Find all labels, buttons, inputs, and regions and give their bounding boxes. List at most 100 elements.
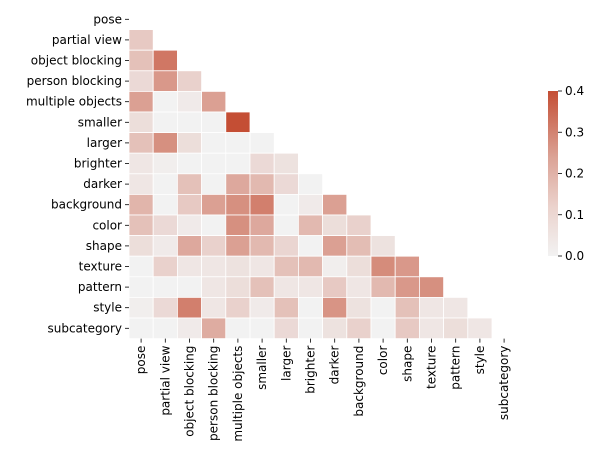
x-tick-label: color [376, 346, 390, 376]
heatmap-cell [176, 91, 202, 113]
x-tick-label: brighter [304, 346, 318, 394]
y-tick-label: color [92, 218, 122, 232]
y-tick-label: multiple objects [26, 95, 122, 109]
heatmap-cell [225, 173, 251, 195]
x-tick-label: object blocking [183, 346, 197, 437]
heatmap-cell [176, 214, 202, 237]
heatmap-cell [128, 255, 154, 278]
heatmap-cell [128, 193, 154, 216]
y-tick-label: background [51, 198, 122, 212]
heatmap-cell [152, 235, 178, 257]
heatmap-cell [152, 214, 178, 237]
y-tick-label: shape [86, 239, 122, 253]
y-tick-label: darker [83, 177, 122, 191]
heatmap-cell [273, 296, 299, 319]
heatmap-cell [225, 111, 251, 134]
x-tick-label: person blocking [207, 346, 221, 441]
heatmap-cell [152, 91, 178, 113]
heatmap-cell [322, 235, 348, 257]
heatmap-cell [346, 255, 372, 278]
y-tick-label: person blocking [27, 74, 122, 88]
heatmap-cell [225, 276, 251, 298]
heatmap-cell [225, 317, 251, 340]
x-tick-label: background [352, 346, 366, 417]
heatmap-cell [201, 214, 227, 237]
heatmap-cell [201, 317, 227, 340]
colorbar-gradient [548, 91, 558, 256]
heatmap-cell [176, 132, 202, 154]
heatmap-cell [322, 255, 348, 278]
y-tick-label: partial view [52, 33, 122, 47]
heatmap-cell [225, 132, 251, 154]
heatmap-cell [152, 49, 178, 72]
heatmap-cell [128, 49, 154, 72]
heatmap-cell [443, 296, 469, 319]
heatmap-cell [201, 193, 227, 216]
x-tick-label: subcategory [497, 346, 511, 421]
heatmap-cell [394, 317, 420, 340]
y-tick-label: object blocking [31, 54, 122, 68]
x-tick-label: larger [279, 346, 293, 381]
heatmap-cell [467, 317, 493, 340]
heatmap-cell [128, 70, 154, 92]
heatmap-cell [128, 214, 154, 237]
heatmap-cell [176, 296, 202, 319]
heatmap-cell [152, 111, 178, 134]
heatmap-cell [201, 235, 227, 257]
heatmap-cell [346, 296, 372, 319]
heatmap-cell [225, 235, 251, 257]
x-tick-label: style [473, 346, 487, 375]
heatmap-cell [249, 317, 275, 340]
x-tick-label: texture [425, 346, 439, 389]
heatmap-cell [176, 111, 202, 134]
heatmap-cell [322, 317, 348, 340]
heatmap-cell [152, 132, 178, 154]
heatmap-cell [273, 193, 299, 216]
heatmap-cell [273, 255, 299, 278]
heatmap-cell [297, 276, 323, 298]
heatmap-cell [128, 111, 154, 134]
heatmap-cell [273, 214, 299, 237]
heatmap-cell [152, 296, 178, 319]
heatmap-cell [201, 152, 227, 175]
heatmap-cell [176, 152, 202, 175]
y-tick-label: pose [93, 12, 122, 26]
heatmap-cell [249, 255, 275, 278]
heatmap-cell [370, 276, 396, 298]
heatmap-cell [225, 214, 251, 237]
heatmap-cell [297, 235, 323, 257]
x-tick-label: smaller [255, 346, 269, 390]
x-tick-label: darker [328, 346, 342, 385]
heatmap-cell [128, 91, 154, 113]
heatmap-cell [225, 296, 251, 319]
x-tick-label: partial view [158, 345, 172, 415]
y-tick-label: pattern [78, 280, 122, 294]
heatmap-cell [152, 193, 178, 216]
heatmap-cell [418, 317, 444, 340]
x-tick-label: multiple objects [231, 346, 245, 442]
heatmap-cell [128, 173, 154, 195]
y-tick-label: texture [79, 260, 122, 274]
heatmap-cell [128, 29, 154, 51]
heatmap-cell [128, 152, 154, 175]
heatmap-cell [225, 255, 251, 278]
heatmap-cell [297, 214, 323, 237]
heatmap-cell [297, 173, 323, 195]
heatmap-cell [201, 91, 227, 113]
heatmap-cell [152, 152, 178, 175]
x-tick-label: pattern [449, 346, 463, 390]
heatmap-cell [225, 152, 251, 175]
heatmap-cells [128, 29, 493, 340]
heatmap-cell [322, 276, 348, 298]
heatmap-cell [249, 235, 275, 257]
heatmap-cell [225, 193, 251, 216]
heatmap-cell [346, 276, 372, 298]
heatmap-cell [249, 152, 275, 175]
colorbar-tick-label: 0.4 [565, 84, 584, 98]
heatmap-cell [152, 317, 178, 340]
heatmap-cell [128, 235, 154, 257]
heatmap-cell [201, 111, 227, 134]
heatmap-cell [394, 255, 420, 278]
heatmap-cell [273, 276, 299, 298]
